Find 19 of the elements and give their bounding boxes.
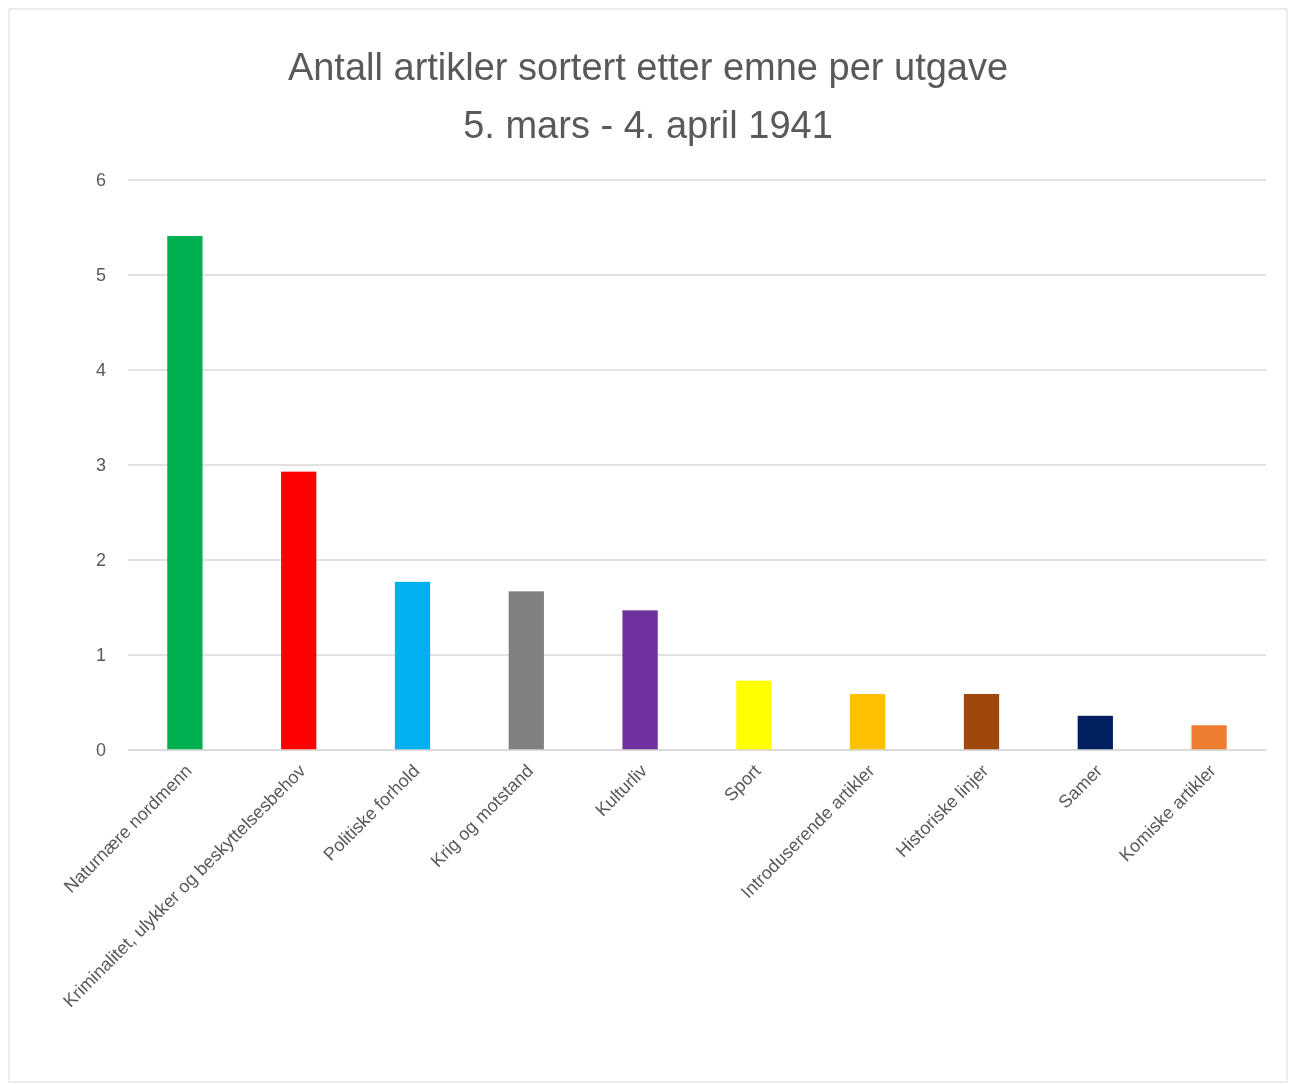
- bar: [1191, 725, 1227, 750]
- bar: [850, 693, 886, 750]
- bar: [281, 471, 317, 750]
- chart-title: Antall artikler sortert etter emne per utgave: [287, 46, 1009, 88]
- bar: [167, 236, 203, 750]
- y-tick-label: 6: [95, 170, 106, 191]
- bar: [508, 591, 544, 750]
- bar: [1077, 715, 1113, 750]
- chart-subtitle: 5. mars - 4. april 1941: [463, 104, 833, 146]
- bar: [736, 680, 772, 750]
- bar: [394, 581, 431, 750]
- y-tick-label: 1: [95, 645, 106, 666]
- y-tick-label: 4: [95, 360, 106, 381]
- y-tick-label: 5: [95, 265, 106, 286]
- y-tick-label: 2: [95, 550, 106, 571]
- y-tick-label: 0: [95, 740, 106, 761]
- bar: [622, 610, 658, 750]
- bar: [963, 693, 1000, 750]
- y-tick-label: 3: [95, 455, 106, 476]
